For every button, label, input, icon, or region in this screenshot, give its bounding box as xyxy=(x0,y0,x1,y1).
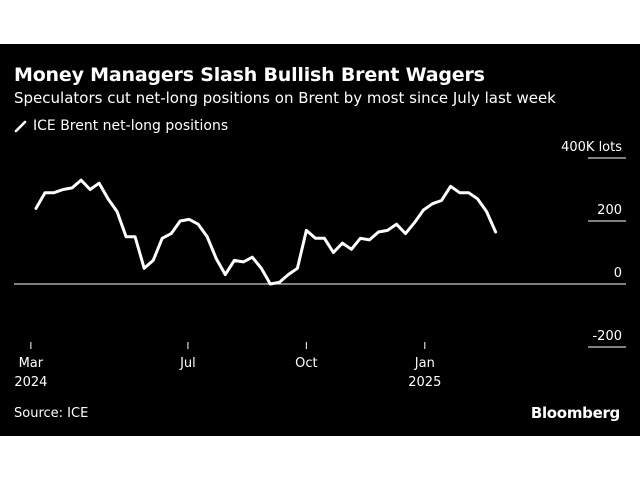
y-tick-label-1: 200 xyxy=(597,203,622,218)
data-point xyxy=(449,185,452,188)
data-point xyxy=(296,267,299,270)
data-point xyxy=(133,235,137,238)
data-point xyxy=(143,267,146,270)
data-point xyxy=(161,237,164,240)
data-point xyxy=(251,256,254,259)
data-point xyxy=(341,241,344,245)
y-tick-label-0: 400K lots xyxy=(561,140,622,155)
data-point xyxy=(70,186,74,190)
data-point xyxy=(106,197,110,201)
y-tick-label-2: 0 xyxy=(614,266,622,281)
data-point xyxy=(359,237,362,240)
data-point xyxy=(476,197,479,201)
bloomberg-logo: Bloomberg xyxy=(530,404,620,422)
data-point xyxy=(88,188,92,191)
data-point xyxy=(179,219,182,223)
data-point xyxy=(440,199,443,202)
y-tick-label-3: -200 xyxy=(592,329,622,344)
data-point xyxy=(431,202,434,205)
data-point xyxy=(197,223,200,226)
data-point xyxy=(188,218,191,221)
x-tick-label-0: Mar xyxy=(19,356,44,371)
data-point xyxy=(170,232,173,235)
chart-title: Money Managers Slash Bullish Brent Wager… xyxy=(14,64,485,86)
data-point xyxy=(215,257,218,260)
data-point xyxy=(34,207,38,210)
line-chart: 400K lots 200 0 -200 Mar 2024 Jul Oct Jan 2025 xyxy=(14,140,626,390)
data-point xyxy=(404,232,407,235)
data-point xyxy=(386,229,389,232)
data-point xyxy=(494,230,497,234)
chart-card: Money Managers Slash Bullish Brent Wager… xyxy=(0,44,640,436)
data-point xyxy=(287,273,290,276)
data-point xyxy=(97,182,101,185)
data-point xyxy=(269,282,272,286)
legend-label: ICE Brent net-long positions xyxy=(33,118,229,134)
data-point xyxy=(278,281,281,284)
data-point xyxy=(332,251,335,254)
x-tick-sublabel-3: 2025 xyxy=(408,375,441,390)
data-point xyxy=(61,188,65,191)
data-point xyxy=(242,260,245,264)
x-tick-sublabel-0: 2024 xyxy=(14,375,47,390)
data-point xyxy=(350,248,353,251)
data-point xyxy=(413,221,416,224)
x-tick-label-2: Oct xyxy=(295,356,317,371)
data-point xyxy=(377,230,380,234)
x-tick-label-3: Jan xyxy=(414,356,435,371)
data-point xyxy=(79,178,83,182)
data-point xyxy=(115,210,119,213)
data-point xyxy=(43,191,47,194)
data-point xyxy=(314,237,317,240)
data-point xyxy=(52,191,56,194)
x-tick-label-1: Jul xyxy=(179,356,196,371)
data-point xyxy=(323,237,326,240)
data-point xyxy=(260,267,263,270)
data-point xyxy=(152,259,155,262)
series-line-0 xyxy=(34,178,498,286)
data-point xyxy=(368,238,371,242)
data-point xyxy=(224,273,227,276)
data-point xyxy=(206,235,209,238)
data-point xyxy=(422,208,425,212)
chart-subtitle: Speculators cut net-long positions on Br… xyxy=(14,89,556,107)
data-point xyxy=(305,229,308,232)
data-point xyxy=(395,223,398,226)
legend: ICE Brent net-long positions xyxy=(14,117,228,135)
data-point xyxy=(458,191,461,194)
data-point xyxy=(485,210,488,213)
source-note: Source: ICE xyxy=(14,406,89,421)
data-point xyxy=(124,235,128,238)
data-point xyxy=(233,259,236,262)
legend-line-icon xyxy=(14,120,27,132)
data-point xyxy=(467,191,470,194)
